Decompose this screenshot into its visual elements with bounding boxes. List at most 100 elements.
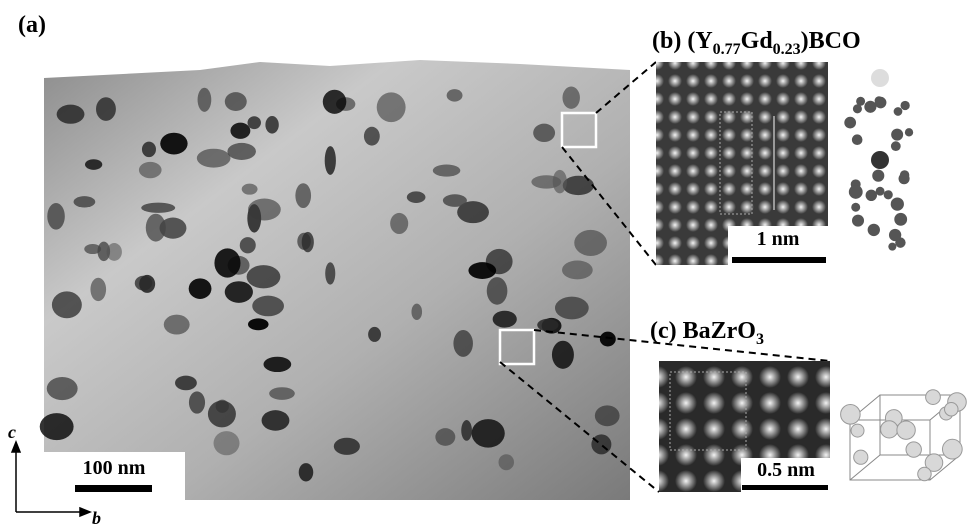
label-part: (b) (Y: [652, 28, 713, 54]
scale-bar-label: 100 nm: [83, 457, 146, 479]
precipitate: [197, 149, 231, 168]
precipitate: [269, 387, 295, 400]
panel-label: (a): [18, 12, 46, 38]
precipitate: [47, 203, 65, 230]
precipitate: [84, 244, 101, 254]
label-part: (c) BaZrO: [650, 318, 756, 344]
atom: [881, 421, 898, 438]
atom: [871, 151, 889, 169]
precipitate: [563, 176, 594, 195]
precipitate: [364, 127, 380, 146]
precipitate: [555, 297, 589, 320]
precipitate: [85, 159, 102, 170]
atom: [868, 224, 880, 236]
precipitate: [240, 237, 256, 253]
precipitate: [325, 146, 336, 175]
precipitate: [461, 420, 472, 441]
precipitate: [447, 89, 463, 101]
precipitate: [295, 183, 311, 208]
atom: [899, 173, 910, 184]
atom: [905, 128, 913, 136]
precipitate: [57, 105, 85, 124]
atom: [942, 439, 962, 459]
precipitate: [208, 401, 236, 428]
precipitate: [74, 196, 96, 207]
atom: [849, 185, 863, 199]
atom: [897, 421, 915, 439]
precipitate: [225, 92, 247, 111]
precipitate: [248, 199, 281, 221]
atom: [945, 403, 958, 416]
atom: [866, 190, 877, 201]
precipitate: [552, 341, 574, 369]
precipitate: [443, 194, 467, 207]
precipitate: [453, 330, 473, 357]
subscript: 0.77: [713, 41, 741, 58]
precipitate: [533, 124, 555, 142]
precipitate: [435, 428, 455, 446]
precipitate: [297, 233, 311, 250]
atom: [926, 390, 941, 405]
precipitate: [325, 262, 335, 284]
atom: [876, 187, 885, 196]
atom: [851, 424, 864, 437]
axis-label: b: [92, 508, 101, 526]
precipitate: [230, 123, 250, 139]
subscript: 3: [756, 331, 764, 348]
figure: (a) 100 nm (b) (Y0.77Gd0.23)BCO 1 nm (c)…: [0, 0, 974, 526]
precipitate: [377, 92, 406, 122]
atom: [852, 215, 864, 227]
precipitate: [487, 277, 508, 305]
precipitate: [595, 405, 620, 426]
precipitate: [107, 243, 122, 261]
panel-label: (b) (Y0.77Gd0.23)BCO: [652, 28, 861, 58]
precipitate: [562, 261, 593, 280]
atom: [889, 229, 901, 241]
precipitate: [252, 296, 284, 317]
precipitate: [214, 431, 240, 455]
precipitate: [493, 311, 517, 328]
scale-bar: [75, 485, 152, 492]
scale-bar-label: 1 nm: [757, 228, 800, 250]
precipitate: [323, 90, 347, 114]
label-part: )BCO: [801, 28, 861, 54]
precipitate: [299, 463, 314, 481]
precipitate: [562, 87, 579, 109]
scale-bar: [732, 257, 826, 263]
panel-label: (c) BaZrO3: [650, 318, 764, 348]
precipitate: [142, 142, 156, 158]
atom: [872, 170, 884, 182]
atom: [894, 213, 907, 226]
precipitate: [189, 278, 212, 299]
precipitate: [248, 116, 261, 129]
atom: [871, 69, 889, 87]
precipitate: [47, 377, 78, 400]
precipitate: [486, 249, 513, 274]
precipitate: [472, 419, 505, 448]
crystal-structure: [841, 390, 967, 481]
precipitate: [264, 357, 292, 372]
atom: [844, 117, 856, 129]
precipitate: [242, 184, 258, 195]
precipitate: [52, 291, 82, 318]
precipitate: [189, 391, 205, 413]
precipitate: [247, 265, 281, 288]
precipitate: [499, 454, 514, 470]
precipitate: [262, 410, 290, 431]
precipitate: [553, 170, 567, 193]
precipitate: [411, 304, 422, 320]
precipitate: [198, 88, 212, 112]
atom: [853, 104, 862, 113]
axis-label: c: [8, 422, 16, 442]
precipitate: [40, 413, 74, 440]
precipitate: [334, 438, 360, 455]
precipitate: [164, 315, 190, 335]
atom: [906, 442, 921, 457]
precipitate: [141, 203, 175, 213]
precipitate: [537, 319, 558, 332]
atom: [891, 129, 903, 141]
precipitate: [225, 281, 253, 303]
subscript: 0.23: [773, 41, 801, 58]
scale-bar-label: 0.5 nm: [757, 459, 815, 481]
atom: [891, 141, 901, 151]
